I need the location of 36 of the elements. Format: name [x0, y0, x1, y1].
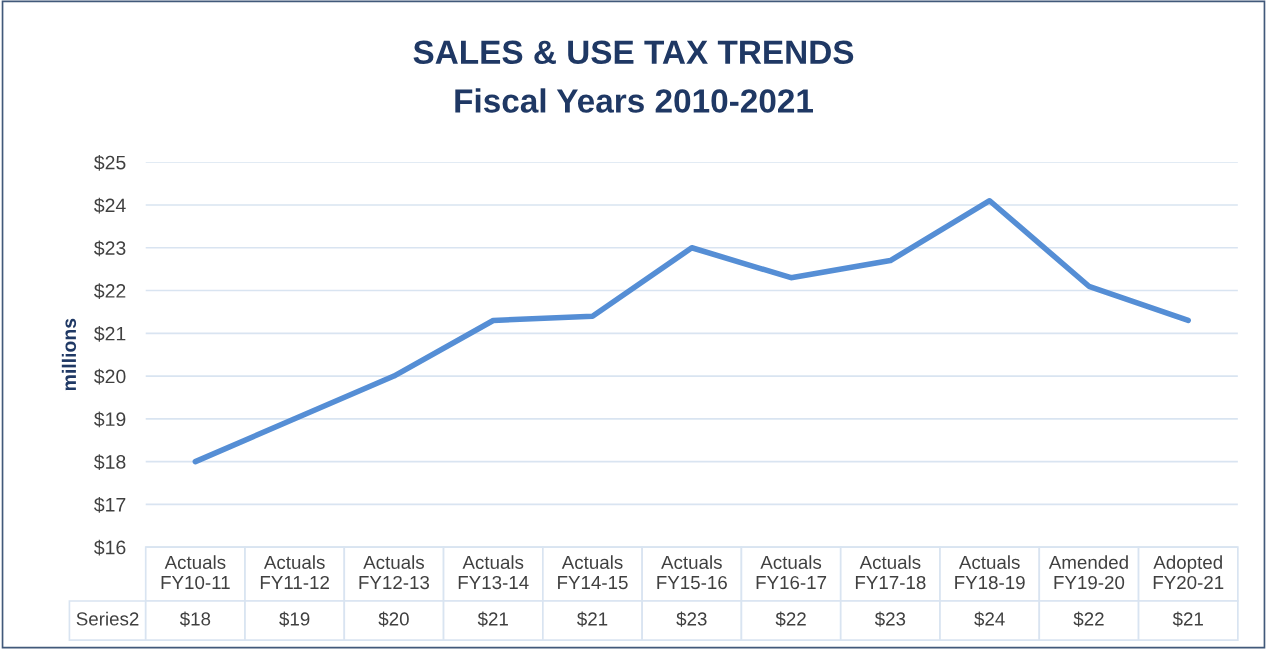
y-tick-label: $24: [94, 197, 126, 214]
x-tick-label: Actuals FY15-16: [657, 555, 727, 590]
y-axis-title: millions: [61, 318, 77, 391]
y-tick-label: $22: [94, 283, 126, 299]
x-tick-label: Actuals FY10-11: [161, 555, 230, 590]
text: Series2: [76, 611, 139, 626]
x-tick-label: Actuals FY16-17: [756, 555, 827, 590]
data-label: $21: [1172, 611, 1203, 627]
y-tick-label: $18: [94, 454, 126, 470]
x-tick-label: Adopted FY20-21: [1153, 555, 1224, 590]
x-tick-label: Actuals FY12-13: [359, 555, 430, 590]
data-label: $22: [775, 611, 806, 627]
y-tick-label: $19: [94, 411, 126, 428]
y-tick-label: $20: [94, 368, 126, 385]
chart-subtitle: Fiscal Years 2010-2021: [455, 88, 813, 113]
x-tick-label: Amended FY19-20: [1048, 555, 1128, 590]
data-label: $21: [577, 611, 608, 627]
data-label: $20: [378, 611, 409, 627]
y-tick-label: $17: [94, 497, 126, 513]
x-tick-label: Actuals FY11-12: [260, 555, 329, 589]
data-label: $23: [874, 611, 906, 627]
x-tick-label: Actuals FY13-14: [458, 555, 529, 590]
data-label: $19: [279, 611, 310, 627]
x-tick-label: Actuals FY14-15: [558, 555, 628, 590]
data-label: $24: [974, 611, 1005, 627]
x-tick-label: Actuals FY17-18: [855, 555, 926, 590]
data-label: $18: [179, 611, 211, 627]
y-tick-label: $21: [94, 325, 126, 342]
chart-title: SALES & USE TAX TRENDS: [413, 40, 854, 65]
y-tick-label: $25: [94, 154, 126, 171]
data-label: $21: [477, 611, 508, 627]
y-tick-label: $16: [94, 539, 126, 556]
data-label: $23: [676, 611, 707, 627]
data-label: $22: [1073, 611, 1104, 627]
x-tick-label: Actuals FY18-19: [955, 555, 1025, 590]
y-tick-label: $23: [94, 240, 126, 257]
